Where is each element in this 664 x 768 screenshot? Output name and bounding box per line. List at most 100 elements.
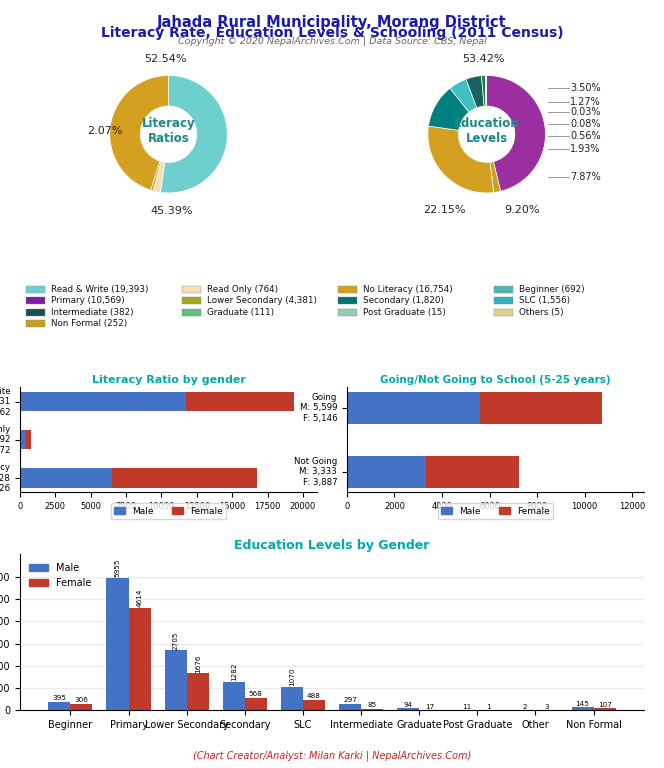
Bar — [494, 286, 513, 293]
Text: 107: 107 — [598, 702, 612, 707]
Wedge shape — [490, 161, 501, 193]
Bar — [303, 700, 325, 710]
Bar — [494, 297, 513, 304]
Text: SLC (1,556): SLC (1,556) — [519, 296, 570, 305]
Bar — [594, 708, 616, 710]
Text: 1.93%: 1.93% — [570, 144, 600, 154]
Legend: Male, Female: Male, Female — [111, 503, 226, 519]
Text: 3: 3 — [544, 704, 549, 710]
Title: Education Levels by Gender: Education Levels by Gender — [234, 539, 430, 552]
Wedge shape — [487, 75, 545, 191]
Bar — [25, 430, 31, 449]
Legend: Male, Female: Male, Female — [438, 503, 553, 519]
Text: 0.08%: 0.08% — [570, 118, 600, 128]
Text: 395: 395 — [52, 695, 66, 701]
Text: 297: 297 — [343, 697, 357, 703]
Text: 45.39%: 45.39% — [150, 206, 193, 216]
Bar — [339, 703, 361, 710]
Text: 52.54%: 52.54% — [144, 54, 187, 64]
Text: 22.15%: 22.15% — [423, 205, 465, 215]
Wedge shape — [466, 76, 484, 108]
Wedge shape — [481, 75, 486, 106]
Bar — [338, 297, 357, 304]
Bar — [26, 309, 45, 316]
Text: 1676: 1676 — [195, 654, 201, 673]
Wedge shape — [450, 79, 477, 112]
Bar — [187, 673, 208, 710]
Bar — [26, 297, 45, 304]
Text: 1070: 1070 — [289, 667, 295, 686]
Text: Primary (10,569): Primary (10,569) — [51, 296, 125, 305]
Text: 568: 568 — [249, 691, 263, 697]
Text: 1: 1 — [486, 704, 491, 710]
Bar — [26, 320, 45, 327]
Text: 3.50%: 3.50% — [570, 84, 601, 94]
Text: Read Only (764): Read Only (764) — [207, 285, 278, 294]
Wedge shape — [161, 75, 227, 193]
Bar — [347, 455, 426, 488]
Bar — [222, 682, 245, 710]
Text: Literacy
Ratios: Literacy Ratios — [141, 118, 195, 145]
Text: 7.87%: 7.87% — [570, 171, 601, 181]
Bar — [426, 455, 519, 488]
Text: 2705: 2705 — [173, 631, 179, 650]
Text: 0.56%: 0.56% — [570, 131, 601, 141]
Text: 145: 145 — [576, 700, 590, 707]
Text: Education
Levels: Education Levels — [454, 118, 519, 145]
Text: 488: 488 — [307, 693, 321, 699]
Wedge shape — [110, 75, 169, 190]
Text: 9.20%: 9.20% — [504, 205, 540, 215]
Text: 94: 94 — [404, 702, 413, 708]
Bar — [397, 708, 419, 710]
Bar — [26, 286, 45, 293]
Bar — [338, 286, 357, 293]
Bar — [165, 650, 187, 710]
Text: Literacy Rate, Education Levels & Schooling (2011 Census): Literacy Rate, Education Levels & School… — [101, 26, 563, 40]
Wedge shape — [151, 161, 161, 191]
Wedge shape — [153, 161, 165, 193]
Bar — [572, 707, 594, 710]
Title: Literacy Ratio by gender: Literacy Ratio by gender — [92, 375, 246, 385]
Text: 2: 2 — [522, 704, 527, 710]
Bar — [20, 430, 25, 449]
Text: Beginner (692): Beginner (692) — [519, 285, 585, 294]
Text: Jahada Rural Municipality, Morang District: Jahada Rural Municipality, Morang Distri… — [157, 15, 507, 31]
Bar — [20, 468, 112, 488]
Text: Read & Write (19,393): Read & Write (19,393) — [51, 285, 149, 294]
Text: 306: 306 — [74, 697, 88, 703]
Bar — [182, 309, 201, 316]
Wedge shape — [428, 126, 494, 193]
Bar — [48, 702, 70, 710]
Bar — [129, 607, 151, 710]
Bar — [112, 468, 257, 488]
Text: Intermediate (382): Intermediate (382) — [51, 308, 133, 316]
Text: 53.42%: 53.42% — [462, 54, 505, 64]
Text: 0.03%: 0.03% — [570, 108, 600, 118]
Text: (Chart Creator/Analyst: Milan Karki | NepalArchives.Com): (Chart Creator/Analyst: Milan Karki | Ne… — [193, 751, 471, 761]
Text: 17: 17 — [426, 703, 435, 710]
Bar — [338, 309, 357, 316]
Text: 2.07%: 2.07% — [88, 126, 123, 136]
Text: 1282: 1282 — [231, 663, 237, 681]
Bar — [106, 578, 129, 710]
Text: Post Graduate (15): Post Graduate (15) — [363, 308, 446, 316]
Text: 11: 11 — [461, 703, 471, 710]
Bar — [361, 709, 383, 710]
Bar — [245, 698, 267, 710]
Bar — [347, 392, 480, 424]
Bar — [281, 687, 303, 710]
Text: Lower Secondary (4,381): Lower Secondary (4,381) — [207, 296, 317, 305]
Text: Graduate (111): Graduate (111) — [207, 308, 274, 316]
Text: 1.27%: 1.27% — [570, 97, 601, 107]
Bar — [20, 392, 186, 411]
Text: Others (5): Others (5) — [519, 308, 564, 316]
Text: Non Formal (252): Non Formal (252) — [51, 319, 127, 328]
Legend: Male, Female: Male, Female — [25, 559, 95, 592]
Text: Copyright © 2020 NepalArchives.Com | Data Source: CBS, Nepal: Copyright © 2020 NepalArchives.Com | Dat… — [178, 37, 486, 46]
Text: 85: 85 — [367, 702, 376, 708]
Text: Secondary (1,820): Secondary (1,820) — [363, 296, 444, 305]
Bar — [182, 286, 201, 293]
Text: 4614: 4614 — [137, 589, 143, 607]
Wedge shape — [485, 75, 487, 106]
Title: Going/Not Going to School (5-25 years): Going/Not Going to School (5-25 years) — [380, 375, 611, 385]
